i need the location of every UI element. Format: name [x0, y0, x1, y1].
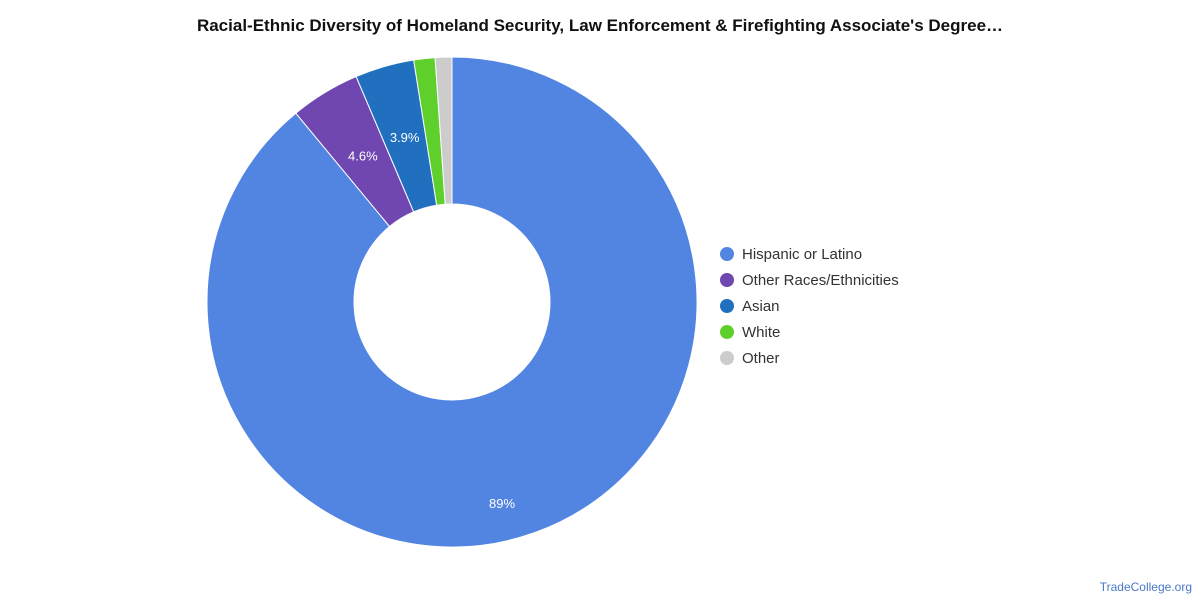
legend-item-white[interactable]: White	[720, 319, 899, 345]
legend-item-hispanic[interactable]: Hispanic or Latino	[720, 241, 899, 267]
legend-item-other-races[interactable]: Other Races/Ethnicities	[720, 267, 899, 293]
slice-value-label: 89%	[489, 496, 515, 511]
legend-label: Other Races/Ethnicities	[742, 271, 899, 289]
legend-label: Other	[742, 349, 780, 367]
legend-label: Asian	[742, 297, 780, 315]
legend-item-asian[interactable]: Asian	[720, 293, 899, 319]
chart-title: Racial-Ethnic Diversity of Homeland Secu…	[196, 16, 1004, 35]
chart-legend: Hispanic or Latino Other Races/Ethniciti…	[720, 241, 899, 371]
legend-swatch	[720, 325, 734, 339]
slice-value-label: 3.9%	[390, 130, 420, 145]
slice-value-label: 4.6%	[348, 148, 378, 163]
legend-label: White	[742, 323, 781, 341]
legend-swatch	[720, 351, 734, 365]
donut-slice-other[interactable]	[434, 56, 453, 205]
legend-item-other[interactable]: Other	[720, 345, 899, 371]
legend-swatch	[720, 299, 734, 313]
legend-swatch	[720, 273, 734, 287]
legend-swatch	[720, 247, 734, 261]
legend-label: Hispanic or Latino	[742, 245, 863, 263]
donut-slice-hispanic-or-latino[interactable]	[206, 56, 698, 548]
source-credit[interactable]: TradeCollege.org	[1099, 580, 1192, 594]
